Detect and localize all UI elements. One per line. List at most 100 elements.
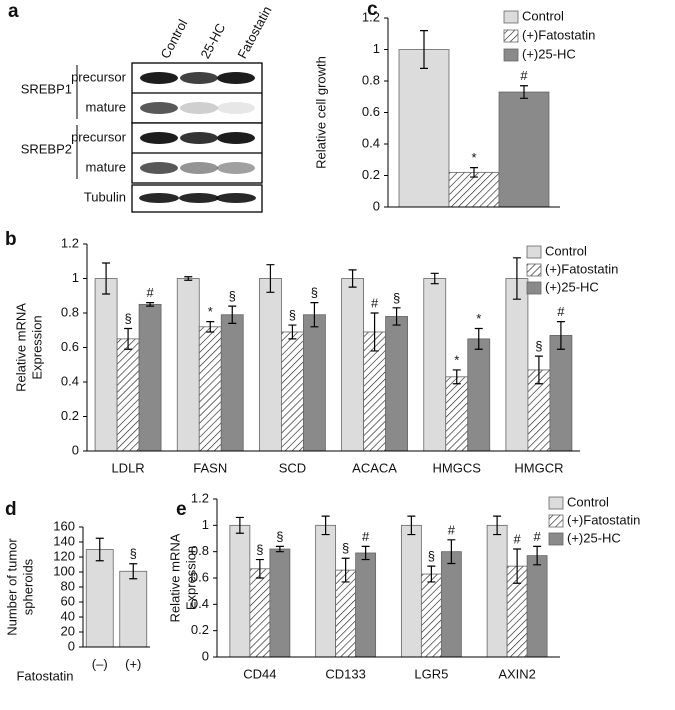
- bar: [220, 314, 244, 452]
- y-tick-label: 0: [373, 198, 380, 213]
- y-tick-label: 100: [53, 563, 75, 578]
- blot-band: [217, 162, 255, 174]
- error-bar: [452, 369, 461, 385]
- y-axis-label: Relative mRNA: [167, 533, 182, 622]
- error-bar: [102, 262, 111, 295]
- y-tick-label: 40: [61, 608, 75, 623]
- significance-mark: #: [362, 529, 370, 544]
- y-tick-label: 120: [53, 548, 75, 563]
- error-bar: [493, 515, 502, 536]
- error-bar: [447, 539, 456, 565]
- y-tick-label: 0.6: [61, 339, 79, 354]
- panel-label: b: [5, 229, 17, 250]
- x-tick-label: ACACA: [352, 460, 397, 475]
- y-tick-label: 0.2: [362, 167, 380, 182]
- x-tick-label: CD133: [325, 666, 365, 681]
- error-bar: [266, 264, 275, 293]
- blot-band: [217, 132, 255, 144]
- significance-mark: §: [124, 311, 131, 326]
- error-bar: [533, 545, 542, 566]
- y-axis-label: Expression: [29, 315, 44, 379]
- bar: [486, 524, 508, 658]
- bar: [341, 278, 364, 452]
- significance-mark: #: [520, 68, 528, 83]
- error-bar: [235, 516, 244, 534]
- legend-swatch: [526, 245, 542, 259]
- x-tick-label: FASN: [193, 460, 227, 475]
- blot-band: [180, 162, 218, 174]
- y-tick-label: 0.6: [191, 569, 209, 584]
- bar: [85, 549, 114, 648]
- bar: [198, 326, 222, 452]
- y-tick-label: 1.2: [61, 235, 79, 250]
- y-tick-label: 80: [61, 578, 75, 593]
- error-bar: [255, 558, 264, 579]
- significance-mark: #: [146, 285, 154, 300]
- legend-label: Control: [545, 243, 587, 258]
- y-tick-label: 160: [53, 518, 75, 533]
- y-axis-label: Relative cell growth: [313, 56, 328, 169]
- y-tick-label: 0.2: [191, 622, 209, 637]
- significance-mark: #: [534, 529, 542, 544]
- x-tick-label: AXIN2: [498, 666, 536, 681]
- error-bar: [288, 324, 297, 340]
- bar: [398, 49, 450, 208]
- significance-mark: *: [454, 352, 459, 367]
- significance-mark: *: [208, 304, 213, 319]
- x-axis-label: Fatostatin: [16, 668, 73, 683]
- bar: [94, 278, 118, 452]
- group-label: SREBP2: [21, 141, 72, 156]
- error-bar: [427, 565, 436, 583]
- error-bar: [341, 557, 350, 583]
- lane-label: Control: [157, 17, 190, 61]
- x-tick-label: SCD: [279, 460, 306, 475]
- significance-mark: #: [557, 304, 565, 319]
- blot-band: [180, 132, 218, 144]
- legend-label: (+)25-HC: [567, 530, 621, 545]
- x-tick-label: HMGCR: [514, 460, 563, 475]
- bar: [549, 335, 573, 452]
- legend-swatch: [526, 281, 542, 295]
- error-bar: [430, 272, 439, 285]
- significance-mark: §: [535, 339, 542, 354]
- lane-label: Fatostatin: [234, 4, 274, 61]
- bar: [420, 573, 442, 658]
- x-tick-label: (+): [125, 656, 141, 671]
- row-label: mature: [86, 159, 126, 174]
- legend-swatch: [548, 532, 564, 546]
- blot-band: [180, 72, 218, 84]
- y-tick-label: 0.4: [362, 135, 380, 150]
- significance-mark: §: [130, 546, 137, 561]
- panel-label: a: [8, 1, 19, 22]
- error-bar: [556, 321, 565, 350]
- legend-label: Control: [522, 8, 564, 23]
- x-tick-label: LGR5: [414, 666, 448, 681]
- bar: [526, 555, 548, 658]
- blot-band: [140, 72, 178, 84]
- bar: [440, 551, 462, 658]
- y-tick-label: 0: [68, 638, 75, 653]
- significance-mark: §: [289, 308, 296, 323]
- blot-band: [140, 102, 178, 114]
- y-tick-label: 1.2: [191, 490, 209, 505]
- bar: [505, 278, 529, 452]
- x-tick-label: (–): [92, 656, 108, 671]
- x-tick-label: CD44: [243, 666, 276, 681]
- significance-mark: §: [311, 285, 318, 300]
- row-label: precursor: [71, 129, 127, 144]
- significance-mark: #: [371, 295, 379, 310]
- bar: [315, 524, 337, 658]
- error-bar: [348, 269, 357, 288]
- legend-swatch: [503, 29, 519, 43]
- legend-label: (+)25-HC: [522, 46, 576, 61]
- y-tick-label: 0.8: [362, 72, 380, 87]
- significance-mark: #: [448, 522, 456, 537]
- error-bar: [534, 355, 543, 385]
- row-label: precursor: [71, 69, 127, 84]
- error-bar: [407, 515, 416, 536]
- legend-swatch: [548, 514, 564, 528]
- y-axis-label: spheroids: [20, 558, 35, 615]
- bar: [400, 524, 422, 658]
- error-bar: [470, 167, 478, 178]
- bar: [281, 331, 304, 452]
